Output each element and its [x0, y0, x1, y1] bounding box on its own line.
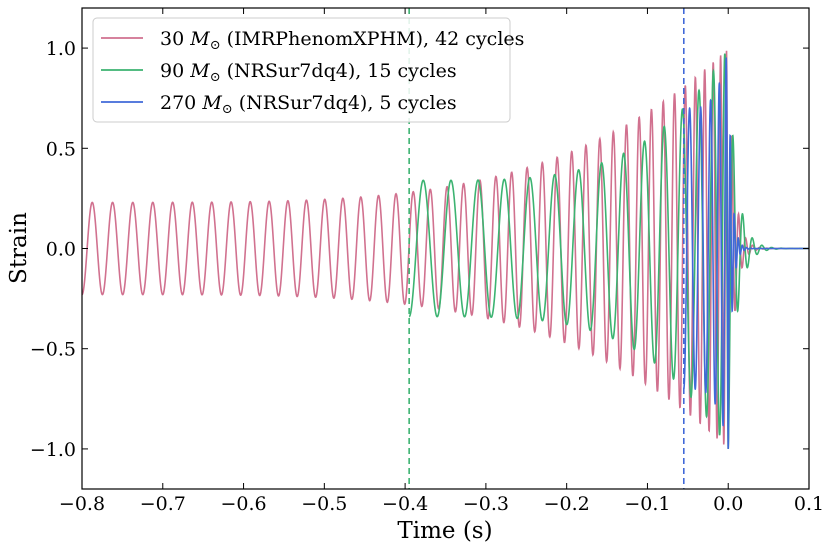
series-layer	[82, 50, 809, 449]
series-line-1	[82, 50, 809, 449]
x-tick-label: −0.5	[301, 493, 347, 515]
y-tick-label: 0.0	[46, 239, 76, 261]
x-tick-label: −0.8	[59, 493, 105, 515]
y-tick-label: −1.0	[30, 439, 76, 461]
legend-label: 90 M⊙ (NRSur7dq4), 15 cycles	[160, 60, 457, 85]
legend-label: 30 M⊙ (IMRPhenomXPHM), 42 cycles	[160, 28, 524, 53]
y-tick-label: −0.5	[30, 339, 76, 361]
series-line-3	[683, 57, 809, 449]
x-tick-label: 0.0	[713, 493, 743, 515]
x-tick-label: −0.4	[382, 493, 428, 515]
legend-label: 270 M⊙ (NRSur7dq4), 5 cycles	[160, 92, 457, 117]
x-tick-label: −0.2	[544, 493, 590, 515]
x-tick-label: −0.3	[463, 493, 509, 515]
legend: 30 M⊙ (IMRPhenomXPHM), 42 cycles 90 M⊙ (N…	[92, 17, 524, 123]
x-tick-label: 0.1	[794, 493, 824, 515]
series-line-2	[408, 53, 809, 449]
x-axis-title: Time (s)	[397, 518, 492, 544]
y-tick-label: 1.0	[46, 38, 76, 60]
ticks-layer: −0.8 −0.7 −0.6 −0.5 −0.4 −0.3 −0.2 −0.1 0.0 0.1 −1…	[30, 8, 824, 515]
y-axis-title: Strain	[6, 212, 32, 284]
x-tick-label: −0.7	[140, 493, 186, 515]
legend-box	[92, 17, 511, 123]
y-tick-label: 0.5	[46, 138, 76, 160]
x-tick-label: −0.1	[624, 493, 670, 515]
x-tick-label: −0.6	[220, 493, 266, 515]
